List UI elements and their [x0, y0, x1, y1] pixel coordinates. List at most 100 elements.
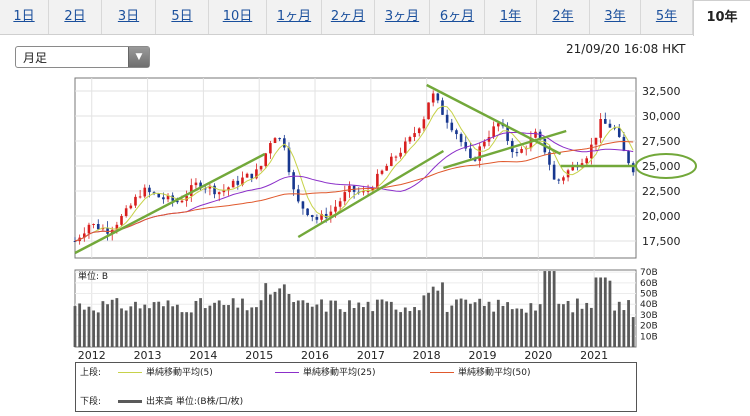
candle-body	[399, 152, 402, 157]
volume-bar	[506, 302, 510, 347]
candle-body	[194, 182, 198, 186]
candle-body	[483, 141, 486, 147]
x-tick-label: 2013	[134, 349, 162, 362]
volume-tick-label: 70B	[640, 268, 658, 278]
volume-bar	[301, 300, 305, 347]
volume-bar	[273, 291, 277, 347]
volume-bar	[134, 301, 137, 347]
chevron-down-icon[interactable]: ▼	[128, 47, 149, 67]
volume-bar	[548, 271, 551, 347]
candle-body	[217, 192, 221, 195]
candle-body	[594, 137, 598, 145]
tab-0[interactable]: 1日	[0, 0, 49, 34]
volume-bar	[478, 298, 482, 347]
candle-body	[627, 151, 630, 164]
candle-body	[427, 102, 430, 120]
volume-bar	[580, 308, 584, 347]
volume-bar	[231, 298, 235, 347]
candle-body	[338, 201, 342, 207]
candle-body	[287, 147, 291, 173]
candle-body	[245, 173, 249, 178]
volume-bar	[241, 298, 244, 347]
x-tick-label: 2016	[301, 349, 329, 362]
volume-bar	[417, 310, 421, 347]
candle-body	[371, 188, 375, 191]
volume-bar	[292, 302, 296, 347]
volume-bar	[501, 305, 505, 347]
tab-5[interactable]: 1ヶ月	[267, 0, 322, 34]
candle-body	[203, 188, 207, 190]
volume-bar	[603, 277, 607, 347]
volume-bar	[315, 304, 319, 347]
x-tick-label: 2014	[189, 349, 217, 362]
candle-body	[87, 224, 91, 234]
candle-body	[148, 187, 151, 193]
volume-bar	[594, 277, 598, 347]
candle-body	[283, 138, 286, 148]
candle-body	[278, 138, 281, 140]
candle-body	[487, 137, 491, 142]
volume-bar	[371, 311, 375, 347]
price-tick-label: 22,500	[642, 185, 681, 198]
candle-body	[445, 114, 449, 123]
volume-bar	[450, 305, 454, 347]
candle-body	[273, 138, 277, 144]
tab-2[interactable]: 3日	[102, 0, 156, 34]
candle-body	[101, 227, 105, 230]
trendline	[426, 83, 562, 156]
tab-11[interactable]: 3年	[590, 0, 641, 34]
candle-body	[120, 216, 123, 225]
candle-body	[469, 148, 472, 158]
period-select[interactable]: 月足 ▼	[15, 46, 150, 68]
period-select-value: 月足	[23, 51, 48, 65]
candle-body	[571, 165, 575, 171]
candle-body	[408, 137, 412, 142]
volume-bar	[166, 300, 170, 347]
volume-bar	[217, 300, 221, 347]
tab-6[interactable]: 2ヶ月	[322, 0, 375, 34]
volume-bar	[124, 310, 128, 347]
tab-1[interactable]: 2日	[49, 0, 102, 34]
volume-bar	[78, 303, 82, 347]
price-tick-label: 17,500	[642, 235, 681, 248]
volume-bar	[306, 302, 309, 347]
volume-bar	[482, 305, 486, 347]
candle-body	[362, 191, 365, 193]
volume-bar	[385, 301, 389, 347]
candle-body	[157, 193, 161, 198]
volume-bar	[268, 294, 272, 347]
volume-tick-label: 50B	[640, 290, 658, 300]
volume-bar	[510, 309, 514, 347]
volume-bar	[431, 286, 435, 347]
volume-bar	[543, 271, 547, 347]
legend-lower-row: 下段: 出来高 単位:(B株/口/枚)	[80, 395, 243, 409]
volume-bar	[320, 299, 323, 347]
tab-9[interactable]: 1年	[485, 0, 537, 34]
candle-body	[301, 201, 305, 209]
candle-body	[631, 163, 635, 173]
candle-body	[515, 152, 519, 154]
volume-bar	[115, 298, 119, 347]
candle-body	[129, 205, 133, 209]
ma5-line	[74, 105, 634, 242]
tab-8[interactable]: 6ヶ月	[430, 0, 485, 34]
candle-body	[264, 153, 268, 166]
volume-bar	[399, 312, 403, 347]
volume-bar	[380, 299, 384, 347]
candle-body	[199, 182, 202, 189]
legend-upper-label: 上段:	[80, 368, 102, 378]
candle-body	[73, 241, 77, 242]
volume-bar	[608, 280, 612, 347]
volume-bar	[148, 308, 151, 347]
tab-12[interactable]: 5年	[641, 0, 693, 34]
tab-7[interactable]: 3ヶ月	[375, 0, 430, 34]
candle-body	[213, 185, 216, 195]
tab-4[interactable]: 10日	[209, 0, 267, 34]
tab-3[interactable]: 5日	[156, 0, 209, 34]
candle-body	[208, 185, 212, 189]
candle-body	[603, 119, 607, 124]
tab-10[interactable]: 2年	[537, 0, 590, 34]
candle-body	[413, 133, 416, 138]
tab-13[interactable]: 10年	[693, 0, 750, 36]
candle-body	[478, 146, 482, 161]
